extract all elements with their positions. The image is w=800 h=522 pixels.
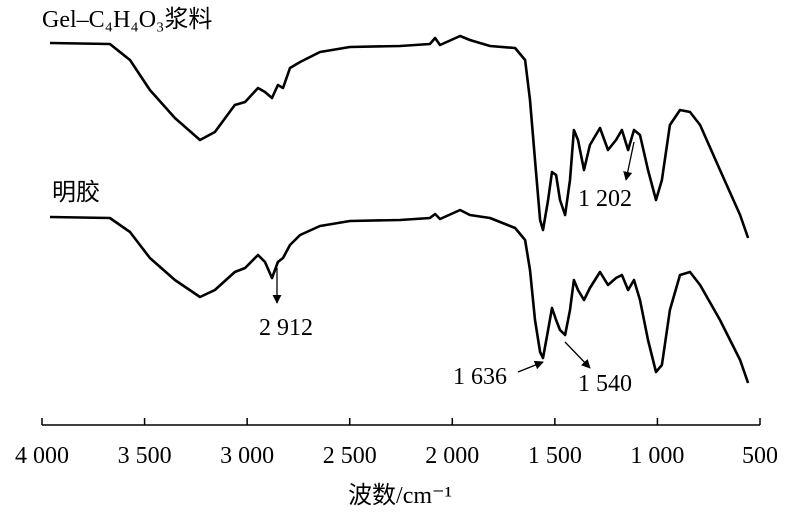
x-tick-label: 2 500: [323, 443, 377, 469]
x-tick-label: 4 000: [15, 443, 69, 469]
series-label: Gel–C₄H₄O₃浆料: [42, 6, 212, 33]
annotation: 2 912: [259, 315, 313, 341]
x-tick-label: 3 000: [220, 443, 274, 469]
x-tick-label: 3 500: [118, 443, 172, 469]
series-line: [49, 208, 750, 384]
series-line: [49, 34, 750, 239]
annotation: 1 540: [578, 371, 632, 397]
x-axis-label: 波数/cm⁻¹: [348, 482, 452, 509]
series-label: 明胶: [52, 179, 100, 206]
x-tick-label: 1 000: [630, 443, 684, 469]
arrow: [517, 360, 544, 373]
annotation-arrows: [272, 141, 635, 373]
x-tick-label: 2 000: [425, 443, 479, 469]
arrow: [564, 341, 591, 369]
x-tick-label: 1 500: [528, 443, 582, 469]
x-tick-label: 500: [742, 443, 778, 469]
annotation: 1 636: [453, 364, 507, 390]
arrow: [623, 141, 635, 181]
annotation: 1 202: [578, 186, 632, 212]
